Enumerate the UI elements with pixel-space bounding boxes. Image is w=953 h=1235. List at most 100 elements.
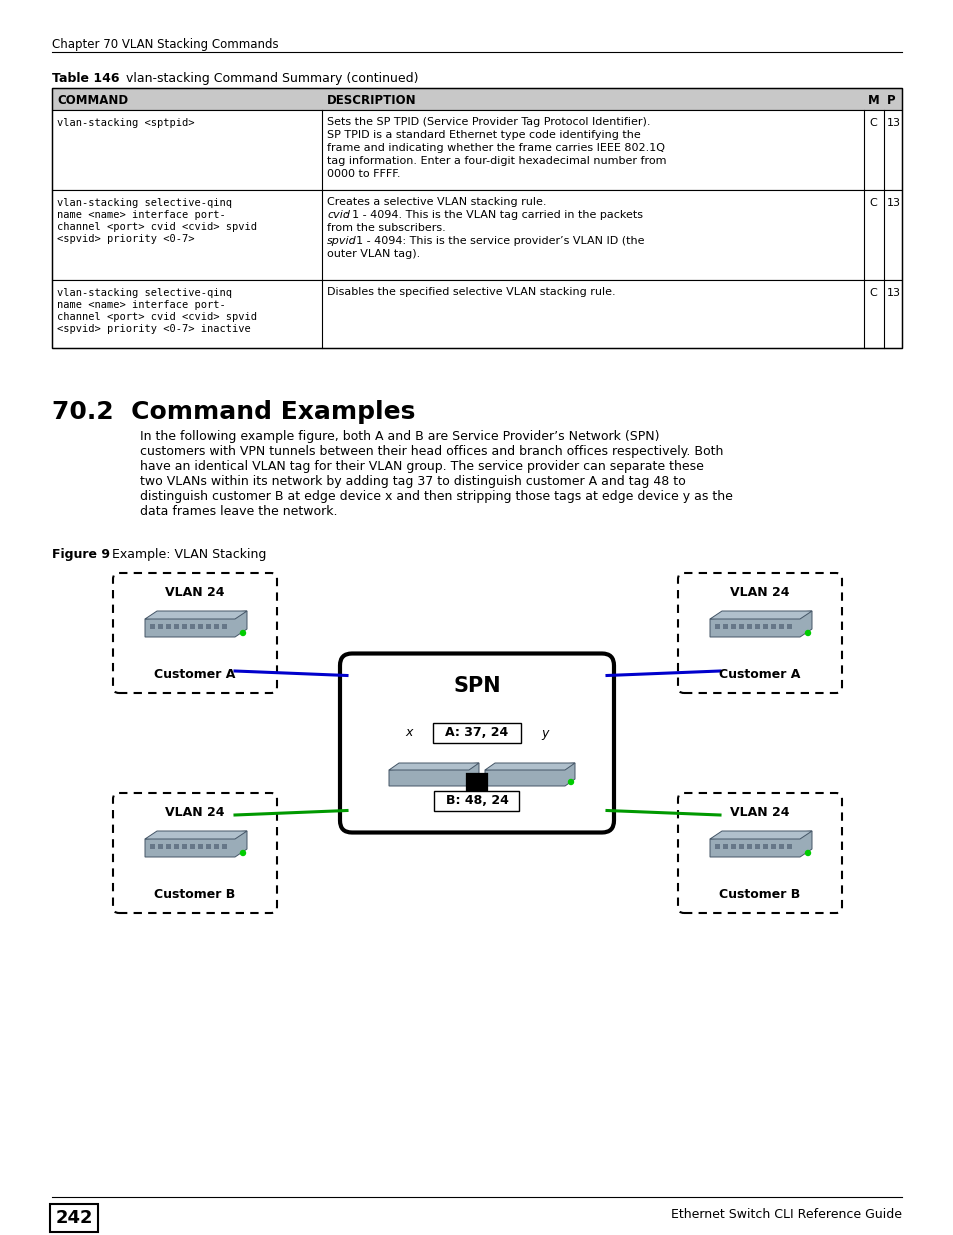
- Bar: [746, 624, 751, 629]
- Bar: [762, 844, 767, 848]
- Text: 70.2  Command Examples: 70.2 Command Examples: [52, 400, 415, 424]
- Text: Customer B: Customer B: [154, 888, 235, 902]
- Text: y: y: [540, 726, 548, 740]
- Text: vlan-stacking selective-qinq: vlan-stacking selective-qinq: [57, 198, 232, 207]
- Text: from the subscribers.: from the subscribers.: [327, 224, 445, 233]
- Text: name <name> interface port-: name <name> interface port-: [57, 300, 226, 310]
- Text: channel <port> cvid <cvid> spvid: channel <port> cvid <cvid> spvid: [57, 222, 256, 232]
- Bar: [746, 844, 751, 848]
- Text: P: P: [886, 94, 895, 106]
- Bar: [714, 624, 720, 629]
- Polygon shape: [389, 763, 478, 769]
- Bar: [52, 88, 901, 110]
- FancyBboxPatch shape: [112, 793, 276, 913]
- Text: : 1 - 4094: This is the service provider’s VLAN ID (the: : 1 - 4094: This is the service provider…: [349, 236, 644, 246]
- Bar: [786, 624, 791, 629]
- Text: outer VLAN tag).: outer VLAN tag).: [327, 249, 420, 259]
- Bar: [198, 844, 203, 848]
- Circle shape: [804, 631, 810, 636]
- Text: COMMAND: COMMAND: [57, 94, 128, 106]
- Bar: [173, 844, 179, 848]
- Polygon shape: [145, 611, 247, 619]
- Bar: [198, 624, 203, 629]
- Bar: [182, 624, 187, 629]
- Text: C: C: [868, 198, 876, 207]
- Bar: [722, 844, 727, 848]
- Text: <spvid> priority <0-7> inactive: <spvid> priority <0-7> inactive: [57, 324, 251, 333]
- Text: SP TPID is a standard Ethernet type code identifying the: SP TPID is a standard Ethernet type code…: [327, 130, 640, 140]
- FancyBboxPatch shape: [678, 573, 841, 693]
- Bar: [770, 844, 775, 848]
- Text: have an identical VLAN tag for their VLAN group. The service provider can separa: have an identical VLAN tag for their VLA…: [140, 459, 703, 473]
- Text: data frames leave the network.: data frames leave the network.: [140, 505, 337, 517]
- Text: Example: VLAN Stacking: Example: VLAN Stacking: [100, 548, 266, 561]
- Bar: [158, 844, 163, 848]
- Circle shape: [568, 779, 573, 784]
- Polygon shape: [709, 831, 811, 839]
- Bar: [739, 844, 743, 848]
- Text: C: C: [868, 119, 876, 128]
- Text: Disables the specified selective VLAN stacking rule.: Disables the specified selective VLAN st…: [327, 287, 615, 296]
- Text: vlan-stacking <sptpid>: vlan-stacking <sptpid>: [57, 119, 194, 128]
- Bar: [190, 844, 194, 848]
- Text: name <name> interface port-: name <name> interface port-: [57, 210, 226, 220]
- Text: VLAN 24: VLAN 24: [729, 587, 789, 599]
- Text: <spvid> priority <0-7>: <spvid> priority <0-7>: [57, 233, 194, 245]
- Text: In the following example figure, both A and B are Service Provider’s Network (SP: In the following example figure, both A …: [140, 430, 659, 443]
- Bar: [150, 624, 154, 629]
- Text: vlan-stacking selective-qinq: vlan-stacking selective-qinq: [57, 288, 232, 298]
- Bar: [739, 624, 743, 629]
- Text: VLAN 24: VLAN 24: [165, 587, 225, 599]
- Bar: [52, 280, 901, 348]
- Bar: [730, 624, 735, 629]
- Bar: [166, 844, 171, 848]
- Polygon shape: [145, 611, 247, 637]
- Bar: [222, 844, 227, 848]
- Bar: [433, 722, 520, 743]
- Text: 13: 13: [886, 288, 900, 298]
- Bar: [158, 624, 163, 629]
- FancyBboxPatch shape: [339, 653, 614, 832]
- Text: VLAN 24: VLAN 24: [165, 806, 225, 820]
- Text: C: C: [868, 288, 876, 298]
- Text: Sets the SP TPID (Service Provider Tag Protocol Identifier).: Sets the SP TPID (Service Provider Tag P…: [327, 117, 650, 127]
- Bar: [222, 624, 227, 629]
- FancyBboxPatch shape: [678, 793, 841, 913]
- Text: Figure 9: Figure 9: [52, 548, 110, 561]
- Bar: [52, 110, 901, 190]
- Bar: [52, 190, 901, 280]
- Text: Creates a selective VLAN stacking rule.: Creates a selective VLAN stacking rule.: [327, 198, 546, 207]
- Text: VLAN 24: VLAN 24: [729, 806, 789, 820]
- Text: tag information. Enter a four-digit hexadecimal number from: tag information. Enter a four-digit hexa…: [327, 156, 666, 165]
- Polygon shape: [145, 831, 247, 857]
- Text: SPN: SPN: [453, 676, 500, 695]
- Text: Chapter 70 VLAN Stacking Commands: Chapter 70 VLAN Stacking Commands: [52, 38, 278, 51]
- Text: 242: 242: [55, 1209, 92, 1228]
- Bar: [173, 624, 179, 629]
- Bar: [434, 790, 519, 811]
- Text: DESCRIPTION: DESCRIPTION: [327, 94, 416, 106]
- Bar: [754, 624, 760, 629]
- Bar: [150, 844, 154, 848]
- Bar: [786, 844, 791, 848]
- Text: Customer A: Customer A: [719, 668, 800, 682]
- Text: M: M: [867, 94, 879, 106]
- Bar: [52, 88, 901, 348]
- Text: channel <port> cvid <cvid> spvid: channel <port> cvid <cvid> spvid: [57, 312, 256, 322]
- Text: cvid: cvid: [327, 210, 350, 220]
- Text: spvid: spvid: [327, 236, 356, 246]
- Bar: [779, 844, 783, 848]
- Polygon shape: [709, 611, 811, 619]
- Text: customers with VPN tunnels between their head offices and branch offices respect: customers with VPN tunnels between their…: [140, 445, 722, 458]
- Bar: [762, 624, 767, 629]
- Polygon shape: [145, 831, 247, 839]
- Text: B: 48, 24: B: 48, 24: [445, 794, 508, 808]
- Circle shape: [240, 631, 245, 636]
- Bar: [206, 844, 211, 848]
- Polygon shape: [709, 611, 811, 637]
- Bar: [190, 624, 194, 629]
- Text: two VLANs within its network by adding tag 37 to distinguish customer A and tag : two VLANs within its network by adding t…: [140, 475, 685, 488]
- Bar: [206, 624, 211, 629]
- Text: : 1 - 4094. This is the VLAN tag carried in the packets: : 1 - 4094. This is the VLAN tag carried…: [345, 210, 642, 220]
- Text: distinguish customer B at edge device x and then stripping those tags at edge de: distinguish customer B at edge device x …: [140, 490, 732, 503]
